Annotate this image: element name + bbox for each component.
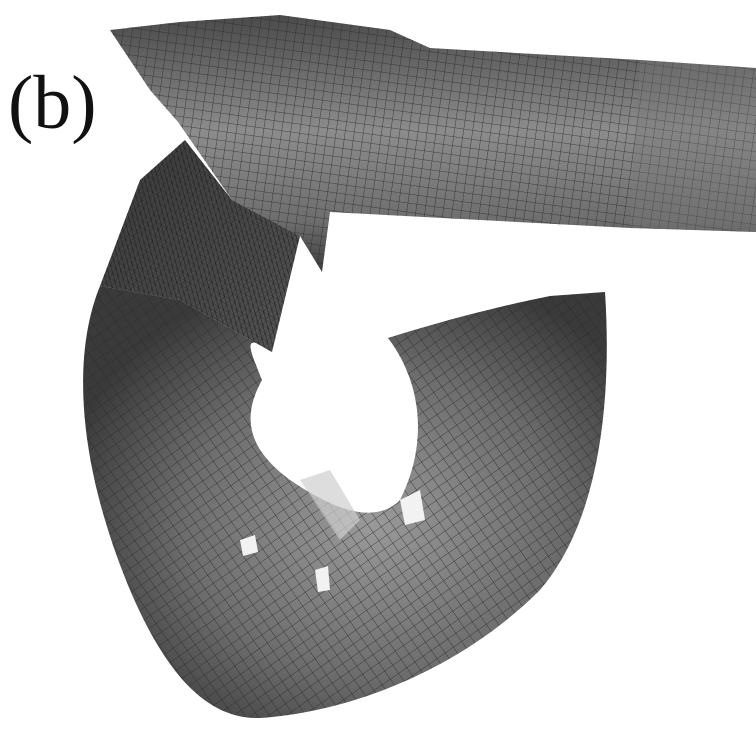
panel-label: (b) — [8, 61, 97, 145]
curved-pipe — [83, 286, 607, 718]
page: (b) (() => { const data = JSON.parse(doc… — [0, 0, 756, 736]
mesh-figure: (b) — [0, 0, 756, 736]
